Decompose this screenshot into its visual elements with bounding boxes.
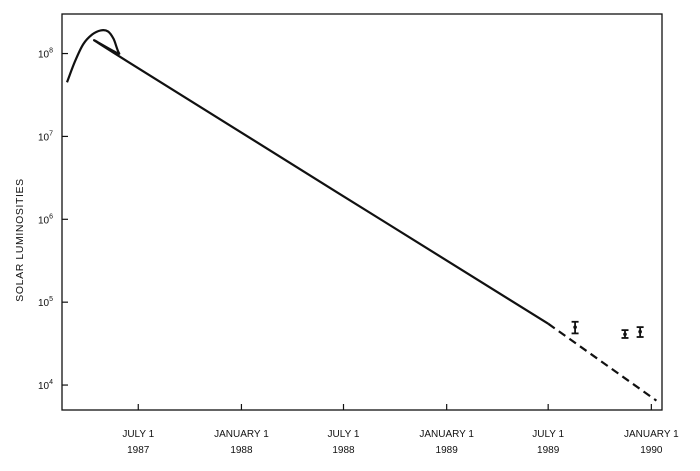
x-tick-label: 1989 [436,445,459,456]
extrapolated-line [547,322,658,402]
y-tick-label: 107 [38,130,53,143]
x-tick-label: JULY 1 [532,429,564,440]
y-tick-label: 105 [38,296,53,309]
x-tick-label: JULY 1 [328,429,360,440]
x-tick-label: 1990 [640,445,663,456]
x-tick-label: JANUARY 1 [624,429,679,440]
x-tick-label: 1989 [537,445,560,456]
x-tick-label: 1988 [332,445,355,456]
y-tick-label: 108 [38,48,53,61]
light-curve-line [65,29,549,325]
data-point [638,329,642,334]
x-tick-label: JANUARY 1 [419,429,474,440]
plot-frame [61,13,663,411]
x-tick-label: JANUARY 1 [214,429,269,440]
y-tick-label: 106 [38,213,53,226]
x-tick-label: JULY 1 [122,429,154,440]
x-tick-label: 1988 [230,445,253,456]
x-tick-label: 1987 [127,445,150,456]
y-tick-label: 104 [38,379,53,392]
data-point [573,325,577,329]
data-point [623,332,627,337]
